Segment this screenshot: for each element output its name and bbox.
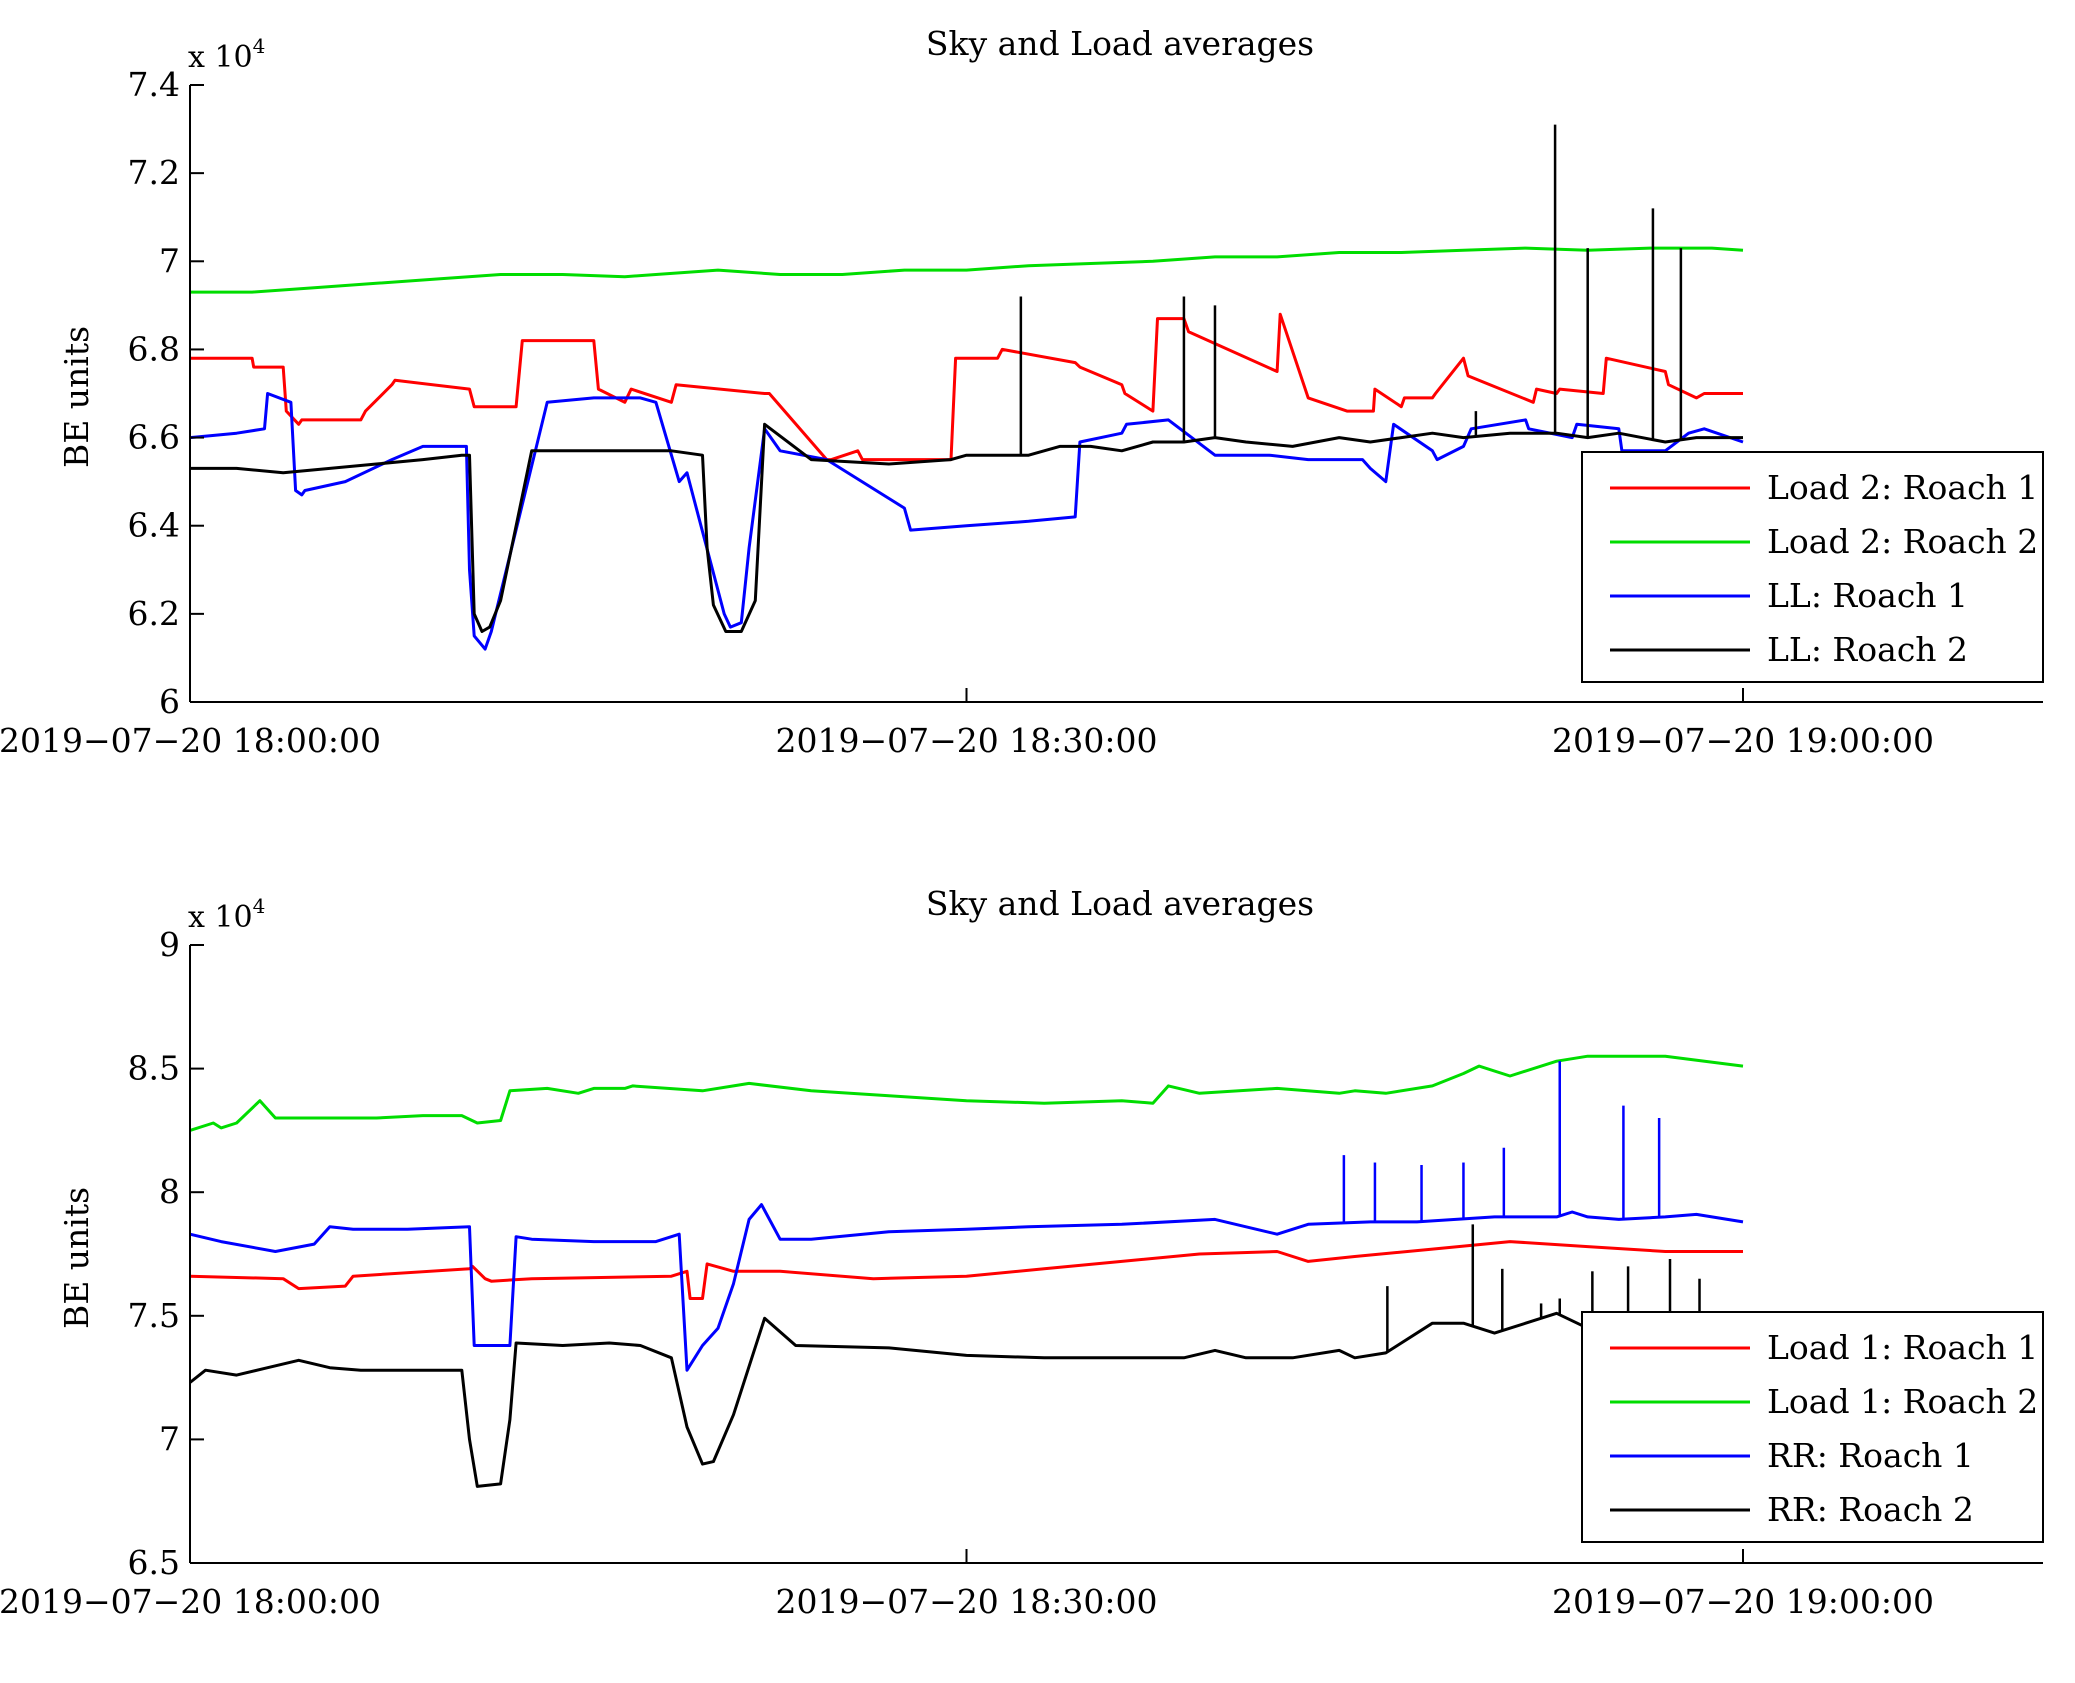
x-tick-label: 2019−07−20 18:00:00: [0, 1582, 381, 1621]
axes: 6.5 7 7.5 8 8.5 9 2019−07−20 18:00:00 2019−07−2…: [0, 925, 2043, 1621]
chart-panel-bottom: Sky and Load averages x 104 BE units 6.5…: [0, 884, 2044, 1621]
exponent-base: x 10: [188, 900, 253, 935]
y-tick-label: 6.8: [128, 329, 180, 368]
legend: Load 1: Roach 1 Load 1: Roach 2 RR: Roach …: [1581, 1311, 2044, 1543]
y-exponent-label: x 104: [188, 894, 265, 935]
y-tick-label: 7.4: [128, 65, 180, 104]
series-line-2: [189, 1203, 1744, 1372]
y-tick-label: 8: [159, 1172, 180, 1211]
y-exponent-label: x 104: [188, 34, 265, 75]
plot-area: [189, 1054, 1744, 1488]
y-tick-label: 8.5: [128, 1049, 180, 1088]
x-tick-label: 2019−07−20 18:30:00: [776, 721, 1158, 760]
legend-label: Load 2: Roach 2: [1767, 522, 2038, 561]
series-line-0: [190, 312, 1743, 462]
legend-label: LL: Roach 1: [1767, 576, 1968, 615]
x-tick-label: 2019−07−20 18:00:00: [0, 721, 381, 760]
chart-panel-top: Sky and Load averages x 104 BE units 6 6.…: [0, 24, 2044, 760]
chart-title: Sky and Load averages: [926, 884, 1314, 923]
series-line-1: [190, 246, 1744, 294]
legend-label: RR: Roach 2: [1767, 1490, 1974, 1529]
y-axis-label: BE units: [57, 1187, 96, 1329]
legend-box: [1581, 1311, 2044, 1543]
exponent-power: 4: [253, 894, 266, 918]
legend: Load 2: Roach 1 Load 2: Roach 2 LL: Roach …: [1581, 451, 2044, 683]
y-axis-label: BE units: [57, 326, 96, 468]
series-line-1: [189, 1054, 1744, 1132]
y-tick-label: 9: [159, 925, 180, 964]
y-tick-label: 7.2: [128, 153, 180, 192]
svg-text:x 104: x 104: [188, 34, 265, 75]
y-tick-label: 6.6: [128, 418, 180, 457]
axes: 6 6.2 6.4 6.6 6.8 7 7.2 7.4 2019−07−20 18:00:00 2…: [0, 65, 2043, 760]
y-tick-label: 7.5: [128, 1296, 180, 1335]
x-tick-label: 2019−07−20 18:30:00: [776, 1582, 1158, 1621]
y-tick-label: 6.5: [128, 1543, 180, 1582]
y-tick-label: 7: [159, 241, 180, 280]
y-tick-label: 7: [159, 1419, 180, 1458]
legend-label: Load 2: Roach 1: [1767, 468, 2038, 507]
legend-label: RR: Roach 1: [1767, 1436, 1974, 1475]
chart-title: Sky and Load averages: [926, 24, 1314, 63]
y-tick-label: 6: [159, 682, 180, 721]
series-line-3: [189, 1311, 1744, 1488]
series-line-2: [189, 392, 1744, 651]
legend-label: Load 1: Roach 1: [1767, 1328, 2038, 1367]
x-tick-label: 2019−07−20 19:00:00: [1552, 1582, 1934, 1621]
legend-label: LL: Roach 2: [1767, 630, 1968, 669]
plot-area: [189, 124, 1744, 651]
y-tick-label: 6.2: [128, 594, 180, 633]
exponent-base: x 10: [188, 40, 253, 75]
exponent-power: 4: [253, 34, 266, 58]
legend-box: [1581, 451, 2044, 683]
legend-label: Load 1: Roach 2: [1767, 1382, 2038, 1421]
x-tick-label: 2019−07−20 19:00:00: [1552, 721, 1934, 760]
svg-text:x 104: x 104: [188, 894, 265, 935]
series-line-3: [190, 422, 1743, 633]
series-line-0: [189, 1240, 1743, 1300]
y-tick-label: 6.4: [128, 506, 180, 545]
